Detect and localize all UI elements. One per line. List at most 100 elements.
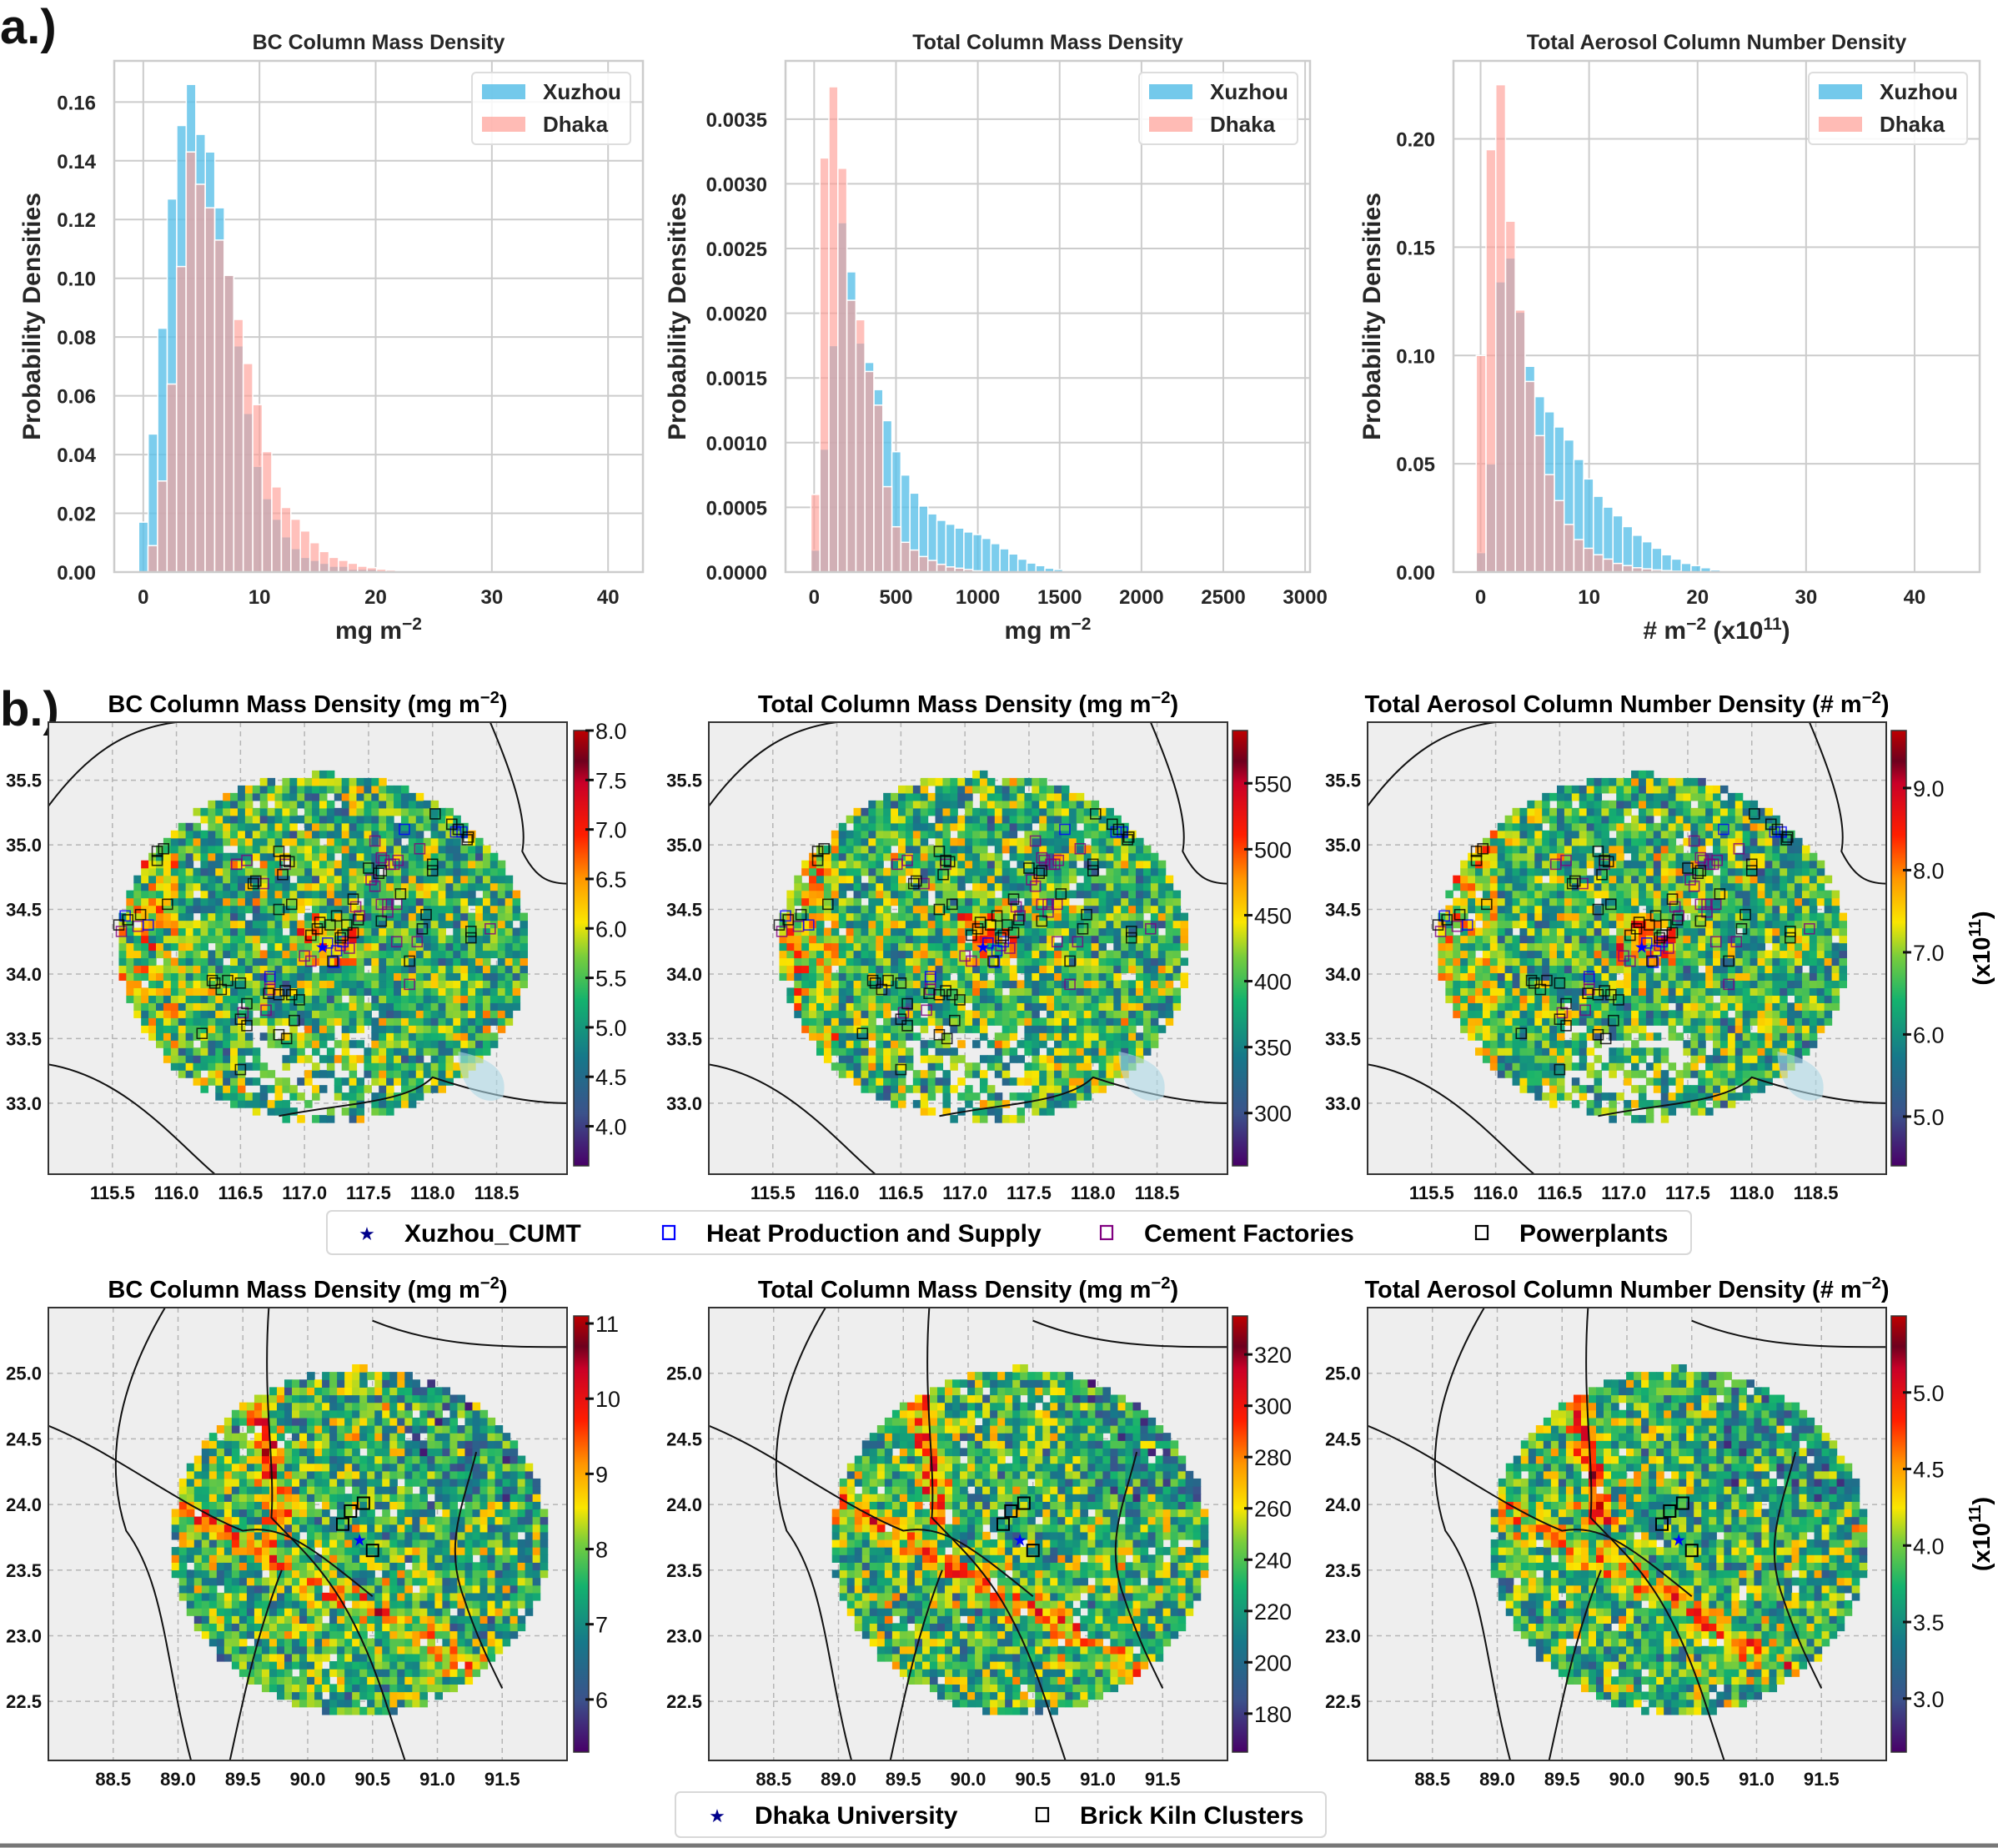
data-cell	[1002, 1062, 1011, 1071]
data-cell	[972, 1062, 981, 1071]
data-cell	[1032, 1032, 1040, 1041]
data-cell	[986, 912, 996, 921]
data-cell	[453, 935, 461, 944]
data-cell	[379, 800, 387, 809]
data-cell	[1128, 875, 1137, 884]
data-cell	[861, 845, 869, 854]
data-cell	[1172, 957, 1182, 967]
data-cell	[965, 980, 973, 988]
data-cell	[950, 882, 958, 891]
data-cell	[942, 800, 951, 809]
data-cell	[356, 867, 365, 876]
chart-title: Total Aerosol Column Number Density	[1527, 31, 1907, 54]
data-cell	[1047, 965, 1055, 974]
data-cell	[1121, 860, 1129, 869]
data-cell	[794, 875, 802, 884]
data-cell	[482, 1010, 491, 1018]
data-cell	[334, 905, 343, 914]
data-cell	[1032, 920, 1040, 929]
data-cell	[1475, 942, 1483, 952]
data-cell	[364, 860, 372, 869]
data-cell	[1009, 1077, 1018, 1086]
data-cell	[200, 837, 208, 846]
data-cell	[1121, 927, 1129, 937]
data-cell	[1009, 980, 1018, 988]
data-cell	[237, 1062, 246, 1071]
data-cell	[282, 830, 290, 839]
data-cell	[912, 800, 921, 809]
data-cell	[475, 980, 484, 988]
data-cell	[1512, 867, 1521, 876]
data-cell	[935, 980, 944, 988]
data-cell	[438, 837, 447, 846]
data-cell	[1002, 1115, 1011, 1123]
data-cell	[215, 852, 223, 861]
data-cell	[1579, 927, 1588, 937]
data-cell	[430, 920, 439, 929]
data-cell	[1047, 980, 1055, 988]
data-cell	[400, 1100, 409, 1108]
data-cell	[1136, 935, 1144, 944]
data-cell	[259, 927, 269, 937]
data-cell	[170, 1047, 179, 1056]
data-cell	[838, 995, 847, 1003]
data-cell	[1542, 815, 1550, 824]
data-cell	[809, 1010, 817, 1018]
data-cell	[148, 935, 157, 944]
data-cell	[326, 845, 335, 854]
data-cell	[453, 942, 461, 952]
data-cell	[267, 882, 276, 891]
data-cell	[223, 912, 231, 921]
data-cell	[927, 807, 936, 816]
data-cell	[1061, 1070, 1070, 1078]
data-cell	[972, 837, 981, 846]
data-cell	[1076, 927, 1085, 937]
data-cell	[979, 972, 988, 982]
data-cell	[223, 965, 231, 974]
data-cell	[482, 867, 491, 876]
bar-dhaka	[828, 86, 839, 573]
data-cell	[1564, 965, 1573, 974]
data-cell	[267, 815, 276, 824]
data-cell	[1106, 867, 1114, 876]
data-cell	[972, 905, 981, 914]
data-cell	[430, 905, 439, 914]
data-cell	[438, 882, 447, 891]
data-cell	[876, 897, 884, 906]
colorbar	[573, 730, 590, 1167]
data-cell	[1489, 912, 1498, 921]
data-cell	[1497, 927, 1506, 937]
data-cell	[1497, 1047, 1506, 1056]
data-cell	[1556, 845, 1565, 854]
data-cell	[1489, 1047, 1498, 1056]
data-cell	[319, 1055, 328, 1063]
data-cell	[326, 1025, 335, 1033]
data-cell	[1542, 1025, 1550, 1033]
data-cell	[965, 920, 973, 929]
province-border	[709, 1063, 876, 1174]
data-cell	[178, 1047, 187, 1056]
data-cell	[942, 942, 951, 952]
data-cell	[289, 1085, 298, 1093]
data-cell	[453, 987, 461, 996]
data-cell	[460, 1032, 469, 1041]
data-cell	[831, 830, 840, 839]
data-cell	[312, 777, 320, 786]
data-cell	[244, 1017, 254, 1026]
data-cell	[1054, 785, 1062, 794]
data-cell	[1017, 792, 1026, 801]
data-cell	[1009, 1115, 1018, 1123]
data-cell	[1497, 1032, 1506, 1041]
data-cell	[1512, 1047, 1521, 1056]
data-cell	[891, 1017, 899, 1026]
data-cell	[1534, 950, 1543, 959]
data-cell	[208, 927, 216, 937]
data-cell	[244, 1040, 254, 1048]
data-cell	[1460, 1017, 1468, 1026]
data-cell	[408, 972, 417, 982]
data-cell	[831, 897, 840, 906]
data-cell	[1571, 875, 1580, 884]
data-cell	[1113, 912, 1122, 921]
data-cell	[1098, 1077, 1107, 1086]
data-cell	[230, 882, 238, 891]
